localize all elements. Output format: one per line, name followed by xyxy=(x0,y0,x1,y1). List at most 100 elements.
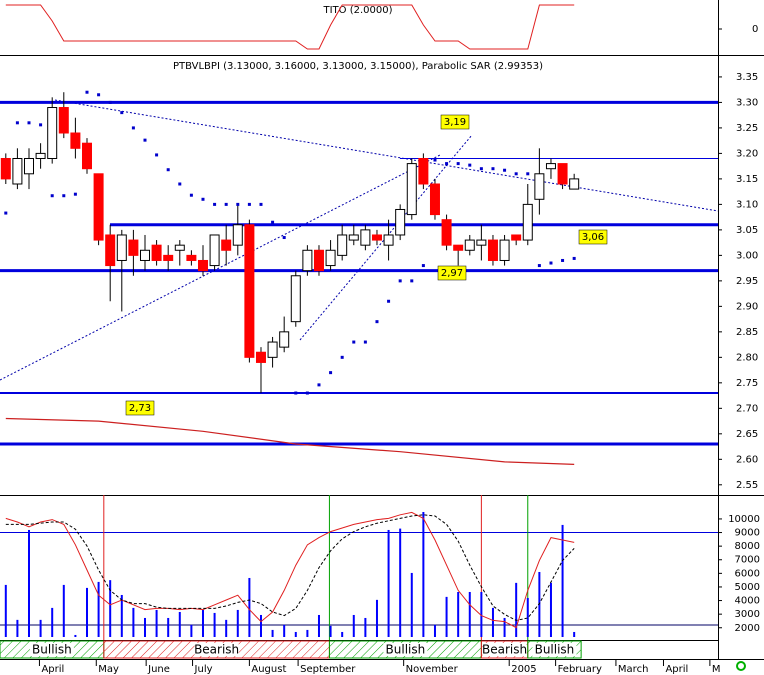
sar-dot xyxy=(479,167,483,171)
level-label: 2,73 xyxy=(129,403,151,414)
sar-dot xyxy=(433,158,437,162)
sar-dot xyxy=(456,162,460,166)
sar-dot xyxy=(421,264,425,268)
sar-dot xyxy=(468,163,472,167)
volume-bar xyxy=(62,584,65,637)
level-label-box xyxy=(437,265,467,281)
candle-body xyxy=(371,234,382,241)
candle-body xyxy=(290,275,301,323)
candle-body xyxy=(441,219,452,246)
candle-body xyxy=(569,178,580,190)
x-tick-label: September xyxy=(300,664,356,675)
volume-bar xyxy=(85,587,88,637)
volume-bar xyxy=(178,611,181,637)
sar-dot xyxy=(503,168,507,172)
sar-dot xyxy=(27,121,31,125)
candle-body xyxy=(348,234,359,241)
volume-bar xyxy=(503,617,506,637)
y-tick-label: 2.75 xyxy=(736,378,758,389)
sar-dot xyxy=(85,90,89,94)
y-tick-label: 8000 xyxy=(735,541,760,552)
sar-dot xyxy=(294,391,298,395)
y-tick-label: 3.30 xyxy=(736,97,758,108)
volume-bar xyxy=(445,596,448,637)
candle-body xyxy=(209,234,220,267)
y-tick-label: 4000 xyxy=(735,596,760,607)
y-tick-label: 10000 xyxy=(728,514,760,525)
sar-dot xyxy=(526,172,530,176)
volume-bar xyxy=(352,614,355,637)
candle-body xyxy=(163,254,174,261)
trend-line xyxy=(0,154,441,381)
volume-bar xyxy=(433,624,436,637)
signal-label: Bullish xyxy=(386,643,426,657)
volume-bar xyxy=(422,512,425,637)
volume-bar xyxy=(515,582,518,637)
volume-bar xyxy=(573,631,576,637)
candle-body xyxy=(557,163,568,185)
candle-body xyxy=(174,244,185,251)
candle-body xyxy=(47,107,58,159)
sar-dot xyxy=(387,299,391,303)
level-label: 3,19 xyxy=(444,117,466,128)
volume-bar xyxy=(306,629,309,637)
volume-bar xyxy=(201,609,204,637)
level-label-box xyxy=(125,400,155,416)
sar-dot xyxy=(236,202,240,206)
oscillator-line xyxy=(5,511,575,629)
x-tick-label: February xyxy=(558,664,602,675)
volume-bar xyxy=(468,591,471,637)
y-tick-label: 2000 xyxy=(735,623,760,634)
sar-dot xyxy=(62,194,66,198)
y-tick-label: 3.10 xyxy=(736,199,758,210)
signal-label: Bullish xyxy=(32,643,72,657)
x-tick-label: May xyxy=(98,664,119,675)
volume-bar xyxy=(549,582,552,637)
volume-bar xyxy=(329,625,332,637)
signal-label: Bullish xyxy=(535,643,575,657)
volume-bar xyxy=(132,607,135,637)
candle-body xyxy=(0,157,11,180)
signal-label-bg xyxy=(29,643,74,656)
sar-dot xyxy=(317,383,321,387)
y-tick-label: 3.15 xyxy=(736,174,758,185)
sar-dot xyxy=(143,138,147,142)
candle-body xyxy=(12,157,23,185)
sar-dot xyxy=(549,261,553,265)
level-label-box xyxy=(440,114,470,130)
volume-bar xyxy=(480,591,483,637)
volume-bar xyxy=(97,581,100,637)
sar-dot xyxy=(410,279,414,283)
volume-bar xyxy=(51,607,54,637)
x-tick-label: June xyxy=(147,664,170,675)
y-tick-label: 5000 xyxy=(735,582,760,593)
sar-dot xyxy=(329,371,333,375)
candle-body xyxy=(325,249,336,267)
candle-body xyxy=(313,249,324,272)
status-icon xyxy=(736,661,746,671)
sar-dot xyxy=(224,202,228,206)
sar-dot xyxy=(305,391,309,395)
price-title: PTBVLBPI (3.13000, 3.16000, 3.13000, 3.1… xyxy=(173,61,543,72)
sar-dot xyxy=(271,220,275,224)
candle-body xyxy=(383,234,394,246)
volume-bar xyxy=(387,529,390,637)
volume-bar xyxy=(248,577,251,637)
candle-body xyxy=(58,107,69,134)
volume-bar xyxy=(4,584,7,637)
sar-dot xyxy=(4,211,8,215)
y-tick-label: 2.85 xyxy=(736,327,758,338)
sar-dot xyxy=(561,258,565,262)
volume-bar xyxy=(236,609,239,637)
candle-body xyxy=(429,183,440,216)
level-label: 2,97 xyxy=(441,268,463,279)
sar-dot xyxy=(491,167,495,171)
sar-dot xyxy=(514,172,518,176)
indicator-line xyxy=(5,4,575,50)
sar-dot xyxy=(259,202,263,206)
candle-body xyxy=(522,203,533,241)
volume-bar xyxy=(213,612,216,637)
level-label-box xyxy=(578,229,608,245)
candle-body xyxy=(302,249,313,272)
sar-dot xyxy=(120,111,124,115)
